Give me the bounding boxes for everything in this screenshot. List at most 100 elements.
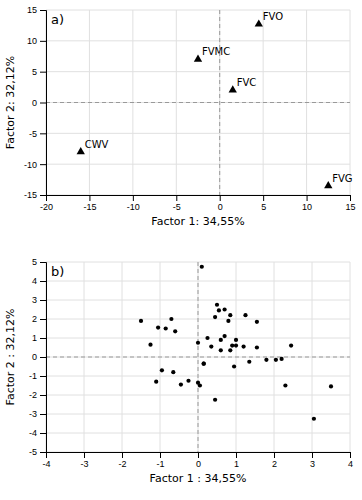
point xyxy=(234,343,238,347)
x-axis: -20-15-10-5051015 xyxy=(40,195,356,212)
tick-mark xyxy=(84,452,85,458)
panel-label: a) xyxy=(51,12,64,27)
tick-label: 2 xyxy=(32,314,37,324)
tick-mark xyxy=(176,195,177,201)
point xyxy=(154,380,158,384)
grid-line xyxy=(46,71,350,72)
point xyxy=(217,308,221,312)
tick-label: 2 xyxy=(272,459,277,469)
grid-line xyxy=(198,262,199,452)
tick-mark xyxy=(40,414,46,415)
tick-label: 15 xyxy=(345,202,355,212)
axis-line xyxy=(40,11,47,196)
tick: 5 xyxy=(32,257,46,267)
tick-mark xyxy=(40,452,46,453)
tick: -10 xyxy=(127,195,140,212)
tick-label: -3 xyxy=(29,409,37,419)
point xyxy=(324,181,332,188)
tick-mark xyxy=(40,357,46,358)
tick-label: 5 xyxy=(32,67,37,77)
tick-label: -4 xyxy=(29,428,37,438)
point xyxy=(169,317,173,321)
tick-mark xyxy=(160,452,161,458)
tick: -2 xyxy=(29,390,46,400)
tick-label: 5 xyxy=(32,257,37,267)
x-axis-label: Factor 1 : 34,55% xyxy=(150,472,247,485)
tick: -1 xyxy=(156,452,164,469)
y-axis: -5-4-3-2-1012345 xyxy=(29,257,47,457)
reference-line xyxy=(46,102,350,103)
tick: -2 xyxy=(118,452,126,469)
tick-mark xyxy=(312,452,313,458)
tick: 3 xyxy=(32,295,46,305)
tick: 5 xyxy=(32,67,46,77)
point xyxy=(202,362,206,366)
point xyxy=(179,382,183,386)
panel: -4-3-2-101234-5-4-3-2-1012345b)Factor 1 … xyxy=(4,257,353,485)
tick-mark xyxy=(40,41,46,42)
tick: 0 xyxy=(196,452,201,469)
grid-line xyxy=(46,281,350,282)
tick-mark xyxy=(40,433,46,434)
tick-mark xyxy=(89,195,90,201)
grid-line xyxy=(46,414,350,415)
tick: 2 xyxy=(272,452,277,469)
tick-label: 1 xyxy=(234,459,239,469)
tick: 5 xyxy=(261,195,266,212)
tick-label: -15 xyxy=(24,190,37,200)
point xyxy=(232,364,236,368)
reference-line xyxy=(219,10,220,195)
point xyxy=(186,379,190,383)
tick-mark xyxy=(40,281,46,282)
point xyxy=(196,381,200,385)
tick: 10 xyxy=(302,195,312,212)
point xyxy=(213,315,217,319)
tick-mark xyxy=(40,133,46,134)
tick: -3 xyxy=(80,452,88,469)
point xyxy=(283,383,287,387)
y-axis-label: Factor 2: 32,12% xyxy=(4,56,17,149)
tick: -1 xyxy=(29,371,46,381)
tick-mark xyxy=(40,338,46,339)
tick: 2 xyxy=(32,314,46,324)
point xyxy=(229,85,237,92)
tick-mark xyxy=(40,319,46,320)
tick-mark xyxy=(350,452,351,458)
point xyxy=(228,313,232,317)
tick-mark xyxy=(236,452,237,458)
panel-label: b) xyxy=(51,264,64,279)
tick-mark xyxy=(350,195,351,201)
point-label: FVMC xyxy=(202,46,230,57)
tick: 3 xyxy=(310,452,315,469)
point xyxy=(139,319,143,323)
point-label: FVC xyxy=(237,77,257,88)
point xyxy=(264,358,268,362)
point-label: FVO xyxy=(263,11,283,22)
tick-mark xyxy=(40,395,46,396)
tick-mark xyxy=(133,195,134,201)
point xyxy=(219,338,223,342)
tick: 10 xyxy=(27,36,46,46)
point xyxy=(148,343,152,347)
tick-mark xyxy=(122,452,123,458)
point xyxy=(164,326,168,330)
point xyxy=(215,303,219,307)
tick-mark xyxy=(198,452,199,458)
tick: -10 xyxy=(24,160,46,170)
grid-line xyxy=(46,10,350,11)
grid xyxy=(46,10,350,195)
point xyxy=(274,358,278,362)
grid-line xyxy=(46,164,350,165)
tick: 15 xyxy=(345,195,355,212)
tick-label: 3 xyxy=(32,295,37,305)
point xyxy=(241,344,245,348)
tick-label: 5 xyxy=(261,202,266,212)
panel: -20-15-10-5051015-15-10-5051015FVOFVMCFV… xyxy=(4,5,356,228)
tick: 15 xyxy=(27,5,46,15)
tick: 0 xyxy=(32,98,46,108)
point xyxy=(209,344,213,348)
axis-line xyxy=(40,263,47,453)
axis-line xyxy=(47,196,351,202)
tick: 4 xyxy=(32,276,46,286)
tick-label: -10 xyxy=(24,160,37,170)
